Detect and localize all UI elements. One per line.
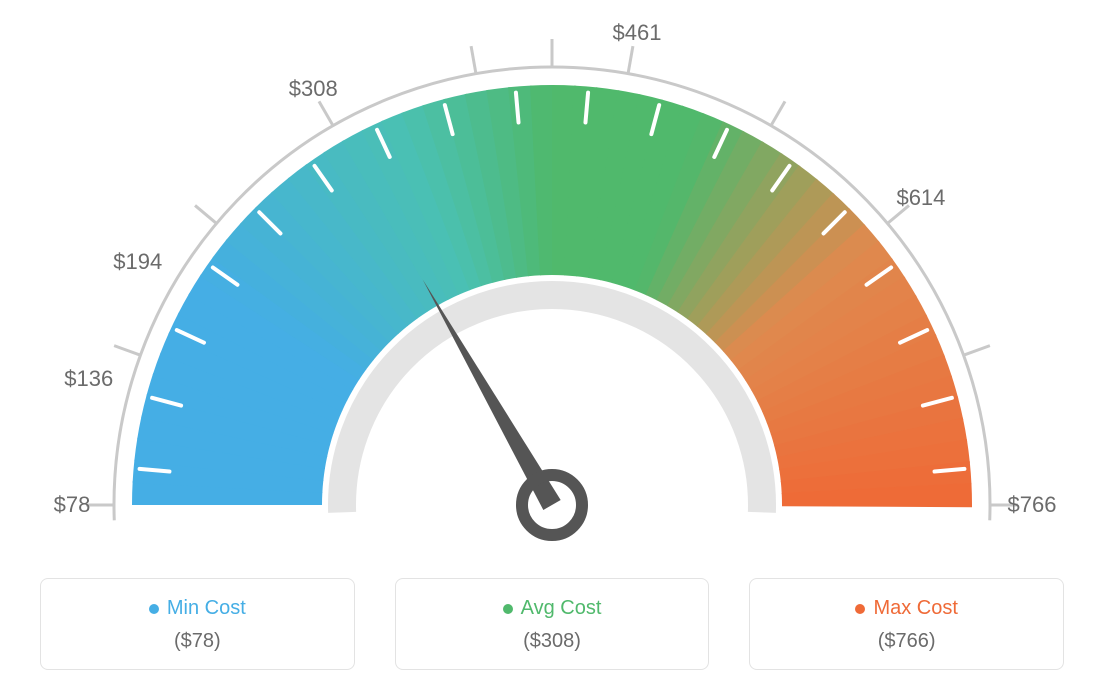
legend-title-avg: Avg Cost bbox=[503, 597, 602, 620]
legend-label-max: Max Cost bbox=[873, 597, 957, 620]
legend-title-min: Min Cost bbox=[149, 597, 246, 620]
legend-value-max: ($766) bbox=[760, 630, 1053, 653]
legend-card-max: Max Cost ($766) bbox=[749, 578, 1064, 670]
scale-label: $766 bbox=[1008, 492, 1057, 518]
legend-label-min: Min Cost bbox=[167, 597, 246, 620]
scale-label: $308 bbox=[289, 76, 338, 102]
legend-value-min: ($78) bbox=[51, 630, 344, 653]
dot-icon bbox=[503, 604, 513, 614]
legend-value-avg: ($308) bbox=[406, 630, 699, 653]
scale-label: $614 bbox=[896, 185, 945, 211]
scale-label: $136 bbox=[64, 366, 113, 392]
scale-label: $78 bbox=[54, 492, 91, 518]
dot-icon bbox=[149, 604, 159, 614]
legend-row: Min Cost ($78) Avg Cost ($308) Max Cost … bbox=[0, 578, 1104, 670]
scale-label: $461 bbox=[613, 20, 662, 46]
legend-label-avg: Avg Cost bbox=[521, 597, 602, 620]
gauge-svg bbox=[0, 0, 1104, 560]
legend-card-avg: Avg Cost ($308) bbox=[395, 578, 710, 670]
legend-title-max: Max Cost bbox=[855, 597, 957, 620]
cost-gauge: $78 $136 $194 $308 $461 $614 $766 bbox=[0, 0, 1104, 560]
scale-label: $194 bbox=[113, 249, 162, 275]
legend-card-min: Min Cost ($78) bbox=[40, 578, 355, 670]
dot-icon bbox=[855, 604, 865, 614]
